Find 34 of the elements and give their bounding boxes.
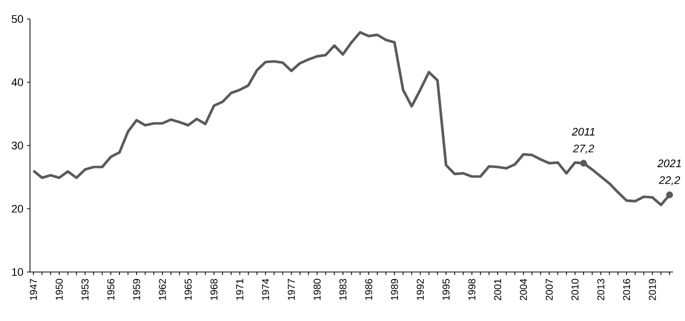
annotation: 2021 [657, 159, 681, 168]
x-tick-label: 1986 [365, 278, 372, 300]
x-tick-label: 1989 [390, 278, 398, 300]
y-tick-label: 50 [12, 15, 24, 23]
x-tick-label: 1968 [210, 278, 218, 300]
x-tick-label: 1992 [416, 279, 424, 300]
y-tick-label: 40 [12, 78, 24, 86]
x-tick-label: 2019 [648, 278, 656, 300]
x-tick-label: 1977 [288, 279, 295, 300]
data-label: 27,2 [572, 144, 594, 154]
x-tick-label: 1995 [442, 278, 450, 300]
x-tick-label: 2007 [546, 279, 553, 300]
data-label: 22,2 [658, 176, 680, 186]
y-tick-label: 10 [12, 268, 24, 276]
x-tick-label: 1953 [81, 278, 89, 300]
x-tick-label: 2016 [623, 278, 630, 300]
y-tick-label: 20 [12, 204, 24, 213]
x-tick-label: 1971 [236, 279, 244, 300]
x-tick-label: 1962 [158, 279, 166, 300]
x-tick-label: 1947 [30, 279, 37, 300]
x-tick-label: 2001 [494, 279, 502, 300]
x-tick-label: 2010 [571, 278, 579, 300]
x-tick-label: 1950 [56, 278, 63, 300]
x-tick-label: 2004 [520, 278, 527, 300]
x-tick-label: 1956 [107, 278, 114, 300]
x-tick-label: 2013 [597, 278, 604, 300]
annotation: 2011 [572, 128, 594, 136]
y-tick-label: 30 [12, 142, 24, 150]
x-tick-label: 1980 [314, 278, 321, 300]
x-tick-label: 1974 [262, 278, 270, 300]
x-tick-label: 1959 [133, 278, 140, 300]
x-tick-label: 1998 [468, 278, 476, 300]
x-tick-label: 1965 [184, 278, 192, 300]
x-tick-label: 1983 [339, 278, 346, 300]
